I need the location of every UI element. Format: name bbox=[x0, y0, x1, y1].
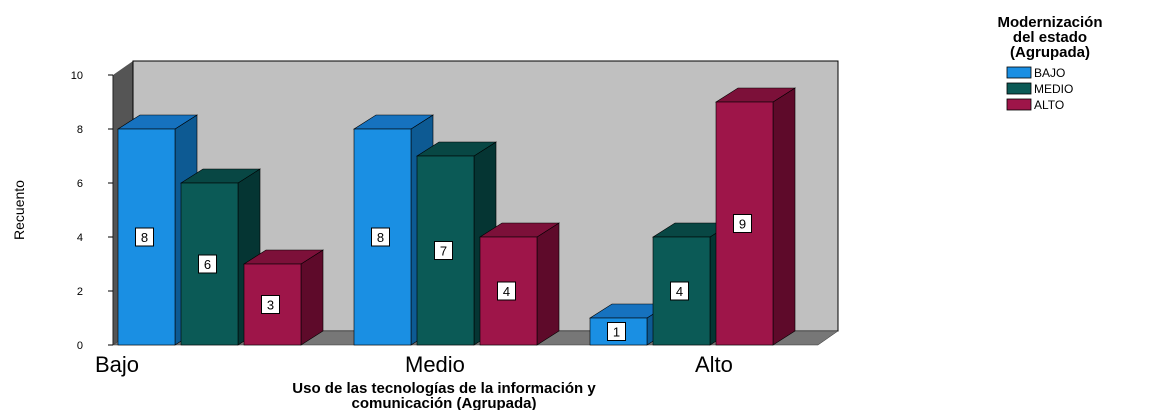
data-label: 4 bbox=[503, 284, 510, 299]
data-label: 1 bbox=[613, 325, 620, 340]
x-category-label: Medio bbox=[405, 352, 465, 377]
bar-side bbox=[536, 222, 560, 346]
data-label-box bbox=[135, 227, 154, 247]
y-tick-label: 8 bbox=[77, 124, 83, 136]
data-label: 8 bbox=[141, 230, 148, 245]
legend-label: ALTO bbox=[1034, 98, 1064, 112]
bar-side bbox=[300, 249, 324, 346]
data-label: 7 bbox=[440, 244, 447, 259]
bar: 4 bbox=[478, 222, 561, 346]
y-tick-label: 0 bbox=[77, 340, 83, 352]
data-label-box bbox=[434, 241, 453, 260]
data-label-box bbox=[670, 281, 689, 301]
data-label-box bbox=[371, 227, 390, 247]
bar: 3 bbox=[242, 249, 325, 346]
legend-item: MEDIO bbox=[1006, 82, 1073, 96]
y-tick-label: 6 bbox=[77, 178, 83, 190]
data-label: 8 bbox=[377, 230, 384, 245]
bars-group: 8 6 3 8 7 4 1 4 9 bbox=[116, 87, 797, 346]
legend-title-line-2: del estado bbox=[1013, 29, 1087, 46]
legend-item: BAJO bbox=[1006, 66, 1065, 80]
legend-items: BAJO MEDIO ALTO bbox=[1006, 66, 1073, 112]
data-label: 3 bbox=[267, 298, 274, 313]
legend-label: MEDIO bbox=[1034, 82, 1073, 96]
x-axis-categories: Bajo Medio Alto bbox=[95, 352, 733, 377]
legend-title-line-3: (Agrupada) bbox=[1010, 44, 1090, 61]
bar-side bbox=[772, 87, 796, 346]
bar: 9 bbox=[714, 87, 797, 346]
data-label-box bbox=[198, 254, 217, 274]
x-category-label: Alto bbox=[695, 352, 733, 377]
legend-item: ALTO bbox=[1006, 98, 1064, 112]
data-label: 9 bbox=[739, 217, 746, 232]
legend-swatch bbox=[1006, 66, 1032, 79]
data-label: 4 bbox=[676, 284, 683, 299]
y-axis: 0 2 4 6 8 10 bbox=[71, 70, 113, 352]
x-axis-title-line-2: comunicación (Agrupada) bbox=[351, 395, 536, 410]
data-label: 6 bbox=[204, 257, 211, 272]
data-label-box bbox=[261, 295, 280, 314]
x-category-label: Bajo bbox=[95, 352, 139, 377]
legend-label: BAJO bbox=[1034, 66, 1065, 80]
legend-title-line-1: Modernización bbox=[997, 14, 1102, 31]
legend-swatch bbox=[1006, 98, 1032, 111]
y-tick-label: 10 bbox=[71, 70, 83, 82]
data-label-box bbox=[497, 281, 516, 301]
x-axis-title-line-1: Uso de las tecnologías de la información… bbox=[292, 380, 596, 397]
y-tick-label: 4 bbox=[77, 232, 83, 244]
y-tick-label: 2 bbox=[77, 286, 83, 298]
data-label-box bbox=[733, 214, 752, 233]
y-axis-title: Recuento bbox=[11, 180, 27, 240]
bar: 8 bbox=[116, 114, 199, 346]
data-label-box bbox=[607, 322, 626, 341]
legend-swatch bbox=[1006, 82, 1032, 95]
legend: Modernización del estado (Agrupada) BAJO… bbox=[997, 14, 1102, 112]
